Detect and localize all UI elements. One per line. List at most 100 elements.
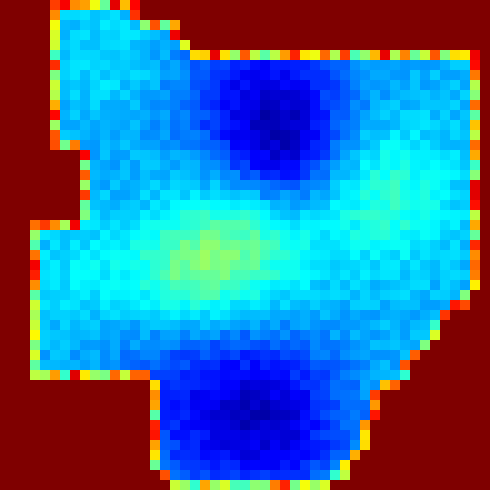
heatmap-cell <box>200 240 210 250</box>
heatmap-cell <box>430 280 440 290</box>
heatmap-cell <box>390 270 400 280</box>
heatmap-cell <box>310 430 320 440</box>
heatmap-cell <box>270 110 280 120</box>
heatmap-cell <box>280 380 290 390</box>
heatmap-cell <box>110 150 120 160</box>
heatmap-cell <box>140 50 150 60</box>
heatmap-cell <box>330 260 340 270</box>
heatmap-cell <box>310 470 320 480</box>
heatmap-cell <box>290 140 300 150</box>
heatmap-cell <box>260 420 270 430</box>
heatmap-cell <box>370 340 380 350</box>
heatmap-cell <box>280 440 290 450</box>
heatmap-cell <box>200 170 210 180</box>
heatmap-cell <box>360 380 370 390</box>
heatmap-cell <box>240 230 250 240</box>
heatmap-cell <box>110 120 120 130</box>
heatmap-edge-cell <box>240 50 250 60</box>
heatmap-cell <box>50 280 60 290</box>
heatmap-cell <box>290 240 300 250</box>
heatmap-cell <box>370 110 380 120</box>
heatmap-cell <box>200 250 210 260</box>
heatmap-cell <box>100 150 110 160</box>
heatmap-cell <box>340 440 350 450</box>
heatmap-cell <box>90 350 100 360</box>
heatmap-cell <box>220 310 230 320</box>
heatmap-cell <box>250 140 260 150</box>
heatmap-cell <box>280 150 290 160</box>
heatmap-cell <box>130 180 140 190</box>
heatmap-cell <box>390 300 400 310</box>
heatmap-cell <box>260 270 270 280</box>
heatmap-cell <box>300 100 310 110</box>
heatmap-cell <box>380 140 390 150</box>
heatmap-cell <box>100 310 110 320</box>
heatmap-cell <box>120 260 130 270</box>
heatmap-cell <box>320 70 330 80</box>
heatmap-cell <box>210 380 220 390</box>
heatmap-edge-cell <box>190 480 200 490</box>
heatmap-cell <box>370 310 380 320</box>
heatmap-cell <box>60 350 70 360</box>
heatmap-cell <box>250 410 260 420</box>
heatmap-cell <box>440 230 450 240</box>
heatmap-cell <box>330 380 340 390</box>
heatmap-cell <box>230 70 240 80</box>
heatmap-cell <box>210 200 220 210</box>
heatmap-cell <box>180 120 190 130</box>
heatmap-cell <box>170 460 180 470</box>
heatmap-edge-cell <box>470 110 480 120</box>
heatmap-cell <box>130 280 140 290</box>
heatmap-cell <box>170 360 180 370</box>
heatmap-cell <box>100 210 110 220</box>
heatmap-edge-cell <box>370 410 380 420</box>
heatmap-cell <box>310 180 320 190</box>
heatmap-cell <box>280 230 290 240</box>
heatmap-cell <box>370 300 380 310</box>
heatmap-cell <box>150 220 160 230</box>
heatmap-cell <box>370 250 380 260</box>
heatmap-edge-cell <box>400 370 410 380</box>
heatmap-cell <box>440 260 450 270</box>
heatmap-cell <box>70 290 80 300</box>
heatmap-cell <box>240 270 250 280</box>
heatmap-cell <box>370 220 380 230</box>
heatmap-edge-cell <box>50 0 60 10</box>
heatmap-cell <box>330 190 340 200</box>
heatmap-cell <box>260 410 270 420</box>
heatmap-cell <box>260 150 270 160</box>
heatmap-cell <box>80 360 90 370</box>
heatmap-cell <box>110 170 120 180</box>
heatmap-cell <box>130 190 140 200</box>
heatmap-cell <box>90 130 100 140</box>
heatmap-cell <box>360 310 370 320</box>
heatmap-cell <box>350 370 360 380</box>
heatmap-cell <box>100 180 110 190</box>
heatmap-cell <box>100 190 110 200</box>
heatmap-cell <box>270 450 280 460</box>
heatmap-cell <box>460 240 470 250</box>
heatmap-cell <box>190 330 200 340</box>
heatmap-cell <box>450 130 460 140</box>
heatmap-cell <box>310 390 320 400</box>
heatmap-cell <box>420 260 430 270</box>
heatmap-cell <box>110 350 120 360</box>
heatmap-cell <box>60 330 70 340</box>
heatmap-cell <box>140 290 150 300</box>
heatmap-cell <box>380 100 390 110</box>
heatmap-cell <box>60 120 70 130</box>
heatmap-cell <box>170 170 180 180</box>
heatmap-cell <box>460 150 470 160</box>
heatmap-cell <box>190 360 200 370</box>
heatmap-cell <box>220 320 230 330</box>
heatmap-cell <box>300 120 310 130</box>
heatmap-cell <box>300 370 310 380</box>
heatmap-cell <box>170 90 180 100</box>
heatmap-cell <box>250 90 260 100</box>
heatmap-cell <box>170 190 180 200</box>
heatmap-cell <box>180 110 190 120</box>
heatmap-cell <box>90 140 100 150</box>
heatmap-cell <box>180 180 190 190</box>
heatmap-cell <box>230 440 240 450</box>
